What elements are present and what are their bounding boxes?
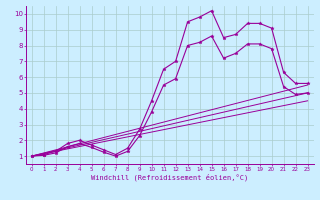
X-axis label: Windchill (Refroidissement éolien,°C): Windchill (Refroidissement éolien,°C) — [91, 173, 248, 181]
